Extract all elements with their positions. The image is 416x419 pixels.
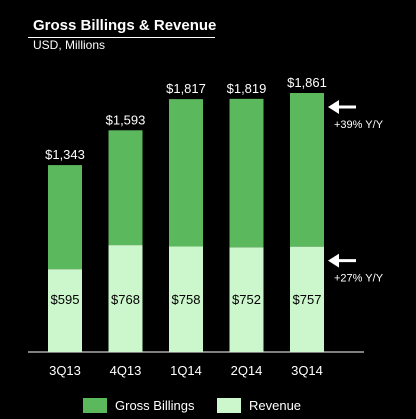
bar-gross-billings-1q14 — [169, 99, 203, 247]
legend-label-gross-billings: Gross Billings — [115, 397, 195, 413]
data-label-gross-billings-3q14: $1,861 — [287, 75, 327, 90]
annotation-text-revenue: +27% Y/Y — [334, 273, 384, 285]
data-label-gross-billings-4q13: $1,593 — [106, 112, 146, 127]
bar-revenue-1q14 — [169, 246, 203, 352]
bar-gross-billings-3q13 — [48, 165, 82, 270]
data-label-revenue-3q13: $595 — [51, 292, 80, 307]
chart-title: Gross Billings & Revenue — [33, 17, 217, 34]
legend-swatch-gross-billings — [83, 397, 107, 413]
x-tick-label-1q14: 1Q14 — [170, 363, 202, 378]
x-tick-label-3q13: 3Q13 — [49, 363, 81, 378]
annotation-arrow-head-revenue — [328, 253, 339, 268]
data-label-revenue-1q14: $758 — [172, 292, 201, 307]
annotation-arrow-head-gross-billings — [328, 100, 339, 114]
data-label-revenue-2q14: $752 — [232, 292, 261, 307]
data-label-gross-billings-3q13: $1,343 — [45, 147, 85, 162]
chart-subtitle: USD, Millions — [33, 38, 106, 52]
legend-label-revenue: Revenue — [249, 397, 302, 413]
bar-revenue-3q13 — [48, 269, 82, 352]
legend-item-revenue: Revenue — [217, 396, 301, 414]
bar-gross-billings-4q13 — [108, 130, 143, 246]
bar-revenue-4q13 — [108, 245, 143, 352]
bar-revenue-2q14 — [229, 247, 264, 352]
bar-gross-billings-3q14 — [290, 93, 324, 247]
x-tick-label-3q14: 3Q14 — [291, 363, 323, 378]
data-label-gross-billings-1q14: $1,817 — [166, 81, 206, 96]
legend-swatch-revenue — [217, 397, 241, 413]
x-tick-label-2q14: 2Q14 — [231, 363, 263, 378]
data-label-revenue-3q14: $757 — [293, 292, 322, 307]
data-label-revenue-4q13: $768 — [111, 292, 140, 307]
bar-chart: $1,343 $595 3Q13 $1,593 $768 4Q13 $1,817 $758 1Q… — [28, 75, 384, 378]
title-underline — [28, 37, 215, 38]
bar-gross-billings-2q14 — [229, 98, 264, 248]
legend-item-gross-billings: Gross Billings — [83, 396, 194, 414]
annotation-text-gross-billings: +39% Y/Y — [334, 119, 384, 131]
x-tick-label-4q13: 4Q13 — [110, 363, 142, 378]
bar-revenue-3q14 — [290, 246, 324, 352]
data-label-gross-billings-2q14: $1,819 — [227, 81, 267, 96]
